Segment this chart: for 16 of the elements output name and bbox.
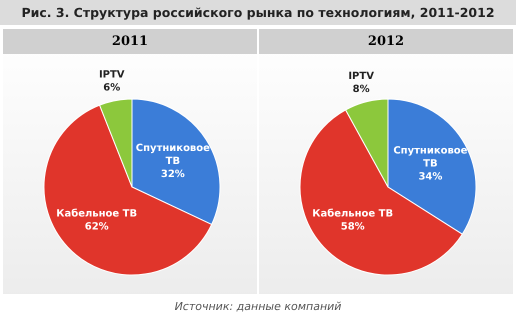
text: Рис. 3. Структура российского рынка по технологиям, 2011-2012 bbox=[0, 0, 516, 25]
data-label: 8% bbox=[352, 83, 370, 94]
text: Источник: данные компаний bbox=[174, 300, 342, 313]
data-label: 62% bbox=[84, 221, 109, 232]
slice-label: Спутниковое ТВ bbox=[393, 145, 468, 170]
slice-label: Кабельное ТВ bbox=[56, 208, 138, 220]
chart-subtitle: 2011 bbox=[3, 29, 257, 54]
slice-label: IPTV bbox=[98, 68, 125, 80]
data-label: 58% bbox=[340, 221, 365, 232]
data-label: 32% bbox=[160, 168, 185, 180]
data-label: 6% bbox=[103, 82, 120, 93]
chart-subtitle: 2012 bbox=[259, 29, 513, 54]
slice-label: Спутниковое ТВ bbox=[136, 142, 210, 167]
slice-label: Кабельное ТВ bbox=[312, 208, 394, 220]
slice-label: IPTV bbox=[348, 70, 374, 82]
data-label: 34% bbox=[418, 171, 442, 182]
